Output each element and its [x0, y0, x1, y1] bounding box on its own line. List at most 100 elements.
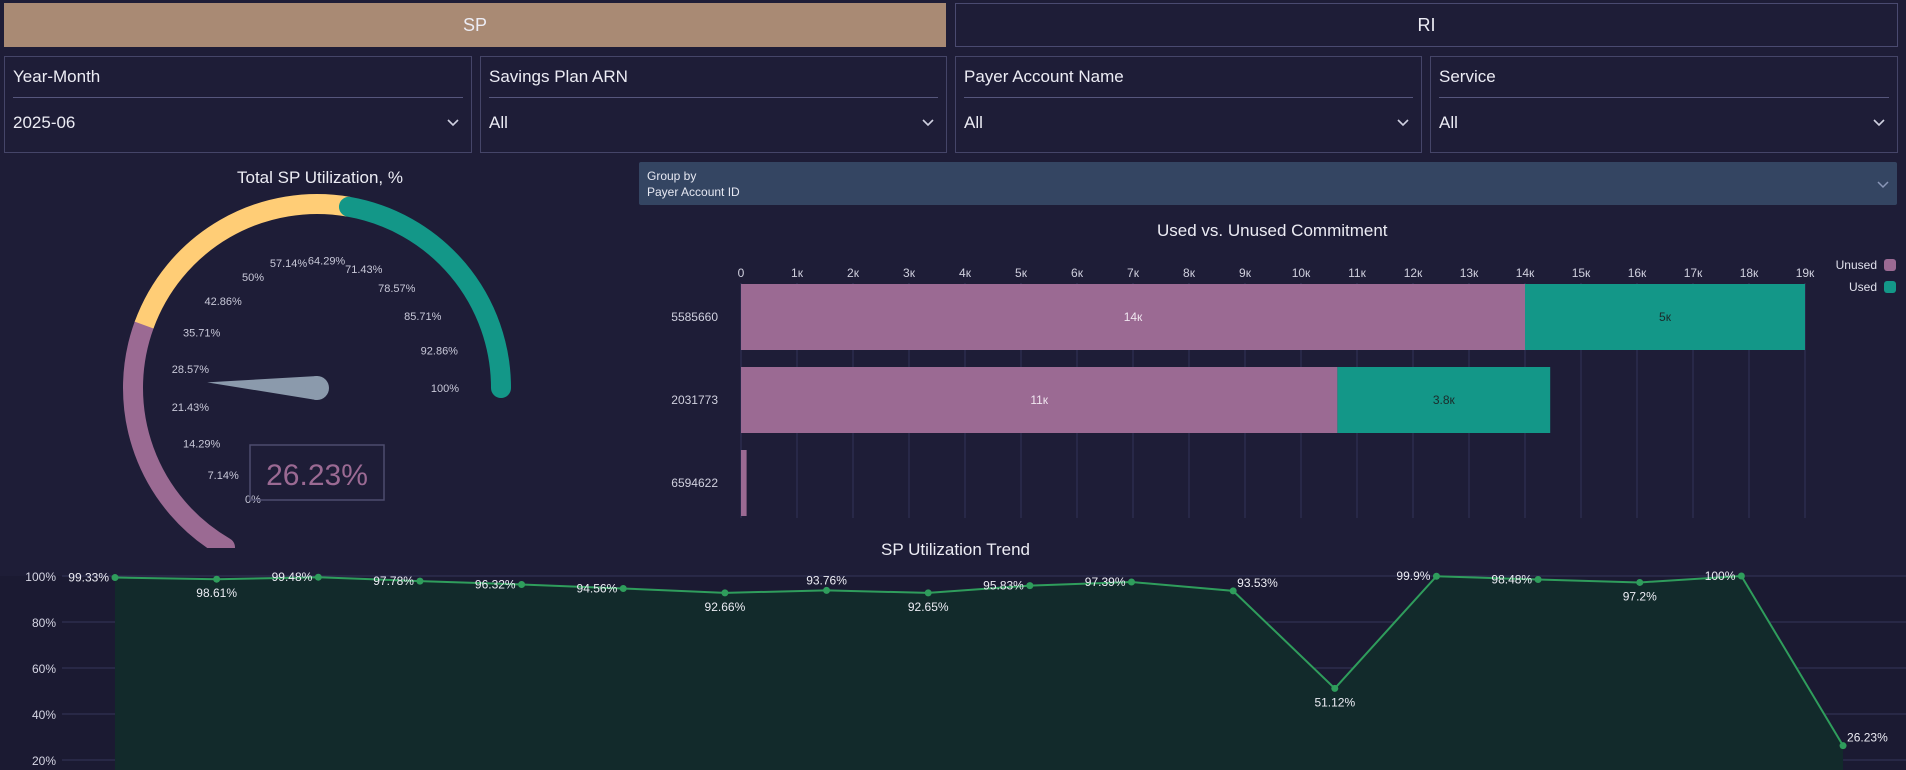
filter-divider — [1439, 97, 1889, 98]
savings-plan-arn-value[interactable]: All — [489, 113, 508, 132]
trend-y-tick-label: 60% — [32, 662, 56, 676]
service-value[interactable]: All — [1439, 113, 1458, 132]
trend-area — [114, 574, 1844, 770]
bar-x-tick-label: 15к — [1572, 266, 1591, 280]
legend-label-unused: Unused — [1836, 258, 1877, 272]
gauge-tick-label: 14.29% — [183, 439, 221, 451]
bar-segment-used[interactable] — [1525, 284, 1805, 350]
legend-swatch-unused[interactable] — [1884, 259, 1896, 271]
tab-ri[interactable]: RI — [955, 3, 1898, 47]
year-month-filter[interactable]: Year-Month 2025-06 — [4, 56, 472, 153]
bar-category-label: 2031773 — [671, 393, 718, 407]
bar-x-tick-label: 0 — [738, 266, 745, 280]
chevron-down-icon[interactable] — [920, 115, 936, 131]
payer-account-name-filter[interactable]: Payer Account Name All — [955, 56, 1422, 153]
bar-segment-used[interactable] — [1337, 367, 1551, 433]
trend-point[interactable] — [518, 580, 526, 588]
legend-label-used: Used — [1849, 280, 1877, 294]
group-by-value: Payer Account ID — [647, 185, 740, 199]
trend-points — [111, 572, 1847, 750]
filter-divider — [964, 97, 1413, 98]
trend-point[interactable] — [1636, 578, 1644, 586]
trend-data-label: 98.48% — [1491, 572, 1532, 586]
bar-x-tick-label: 17к — [1684, 266, 1703, 280]
bar-segment-unused[interactable] — [741, 367, 1338, 433]
trend-point[interactable] — [1432, 572, 1440, 580]
bar-x-tick-label: 18к — [1740, 266, 1759, 280]
trend-data-label: 51.12% — [1314, 695, 1355, 709]
trend-data-label: 100% — [1705, 569, 1736, 583]
savings-plan-arn-filter[interactable]: Savings Plan ARN All — [480, 56, 947, 153]
trend-y-tick-label: 80% — [32, 616, 56, 630]
trend-chart-title: SP Utilization Trend — [881, 540, 1030, 559]
gauge-tick-label: 35.71% — [183, 327, 221, 339]
trend-data-label: 99.9% — [1396, 569, 1430, 583]
gauge-band — [123, 315, 235, 548]
payer-account-name-value[interactable]: All — [964, 113, 983, 132]
trend-labels: 99.33% 98.61% 99.48% 97.78% 96.32% 94.56% 92.6… — [68, 569, 1888, 745]
trend-point[interactable] — [619, 585, 627, 593]
trend-point[interactable] — [924, 589, 932, 597]
bar-x-tick-label: 10к — [1292, 266, 1311, 280]
chevron-down-icon[interactable] — [445, 115, 461, 131]
bar-x-tick-label: 11к — [1348, 266, 1366, 280]
bar-x-tick-label: 1к — [791, 266, 804, 280]
bar-category-label: 6594622 — [671, 476, 718, 490]
bar-segment-unused[interactable] — [741, 450, 747, 516]
bar-segment-unused[interactable] — [741, 284, 1525, 350]
gauge-tick-label: 42.86% — [205, 296, 243, 308]
group-by-select[interactable]: Group by Payer Account ID — [639, 162, 1897, 205]
trend-data-label: 26.23% — [1847, 731, 1888, 745]
trend-point[interactable] — [314, 573, 322, 581]
trend-data-label: 99.48% — [272, 570, 313, 584]
trend-point[interactable] — [213, 575, 221, 583]
trend-data-label: 94.56% — [577, 582, 618, 596]
bar-legend: Unused Used — [1836, 258, 1896, 294]
trend-point[interactable] — [1534, 575, 1542, 583]
gauge-tick-label: 7.14% — [208, 470, 239, 482]
trend-area-fill — [115, 576, 1844, 770]
gauge-value: 26.23% — [266, 459, 368, 492]
payer-account-name-label: Payer Account Name — [964, 67, 1124, 86]
bar-x-tick-label: 4к — [959, 266, 972, 280]
trend-data-label: 95.83% — [983, 579, 1024, 593]
trend-point[interactable] — [1331, 684, 1339, 692]
trend-data-label: 98.61% — [196, 586, 237, 600]
bar-x-tick-label: 14к — [1516, 266, 1535, 280]
trend-point[interactable] — [823, 586, 831, 594]
trend-point[interactable] — [416, 577, 424, 585]
bar-x-tick-label: 12к — [1404, 266, 1423, 280]
bar-x-tick-label: 16к — [1628, 266, 1647, 280]
bar-x-ticks: 0 1к 2к 3к 4к 5к 6к 7к 8к 9к 10к 11к 12к 13к 14к 15к 16к… — [738, 266, 1815, 280]
bar-x-tick-label: 2к — [847, 266, 860, 280]
trend-point[interactable] — [721, 589, 729, 597]
service-label: Service — [1439, 67, 1496, 86]
gauge-tick-label: 64.29% — [308, 255, 346, 267]
bar-x-tick-label: 6к — [1071, 266, 1084, 280]
bar-chart-title: Used vs. Unused Commitment — [1157, 221, 1388, 240]
trend-y-tick-label: 100% — [25, 570, 56, 584]
trend-point[interactable] — [1128, 578, 1135, 586]
bar-x-tick-label: 5к — [1015, 266, 1028, 280]
gauge-tick-label: 100% — [431, 383, 459, 395]
gauge-needle-pointer — [207, 376, 318, 400]
tab-sp[interactable]: SP — [4, 3, 946, 47]
trend-point[interactable] — [111, 574, 119, 582]
gauge-title: Total SP Utilization, % — [237, 168, 403, 187]
bar-x-tick-label: 8к — [1183, 266, 1196, 280]
trend-point[interactable] — [1737, 572, 1745, 580]
year-month-value[interactable]: 2025-06 — [13, 113, 76, 132]
trend-data-label: 97.2% — [1623, 589, 1657, 603]
chevron-down-icon[interactable] — [1871, 115, 1887, 131]
gauge-tick-label: 28.57% — [172, 364, 210, 376]
trend-point[interactable] — [1229, 587, 1237, 595]
chevron-down-icon[interactable] — [1875, 176, 1891, 192]
trend-data-label: 99.33% — [68, 571, 109, 585]
trend-point[interactable] — [1026, 582, 1034, 590]
service-filter[interactable]: Service All — [1430, 56, 1898, 153]
trend-point[interactable] — [1839, 742, 1847, 750]
legend-swatch-used[interactable] — [1884, 281, 1896, 293]
filter-divider — [489, 97, 938, 98]
trend-data-label: 92.65% — [908, 600, 949, 614]
chevron-down-icon[interactable] — [1395, 115, 1411, 131]
